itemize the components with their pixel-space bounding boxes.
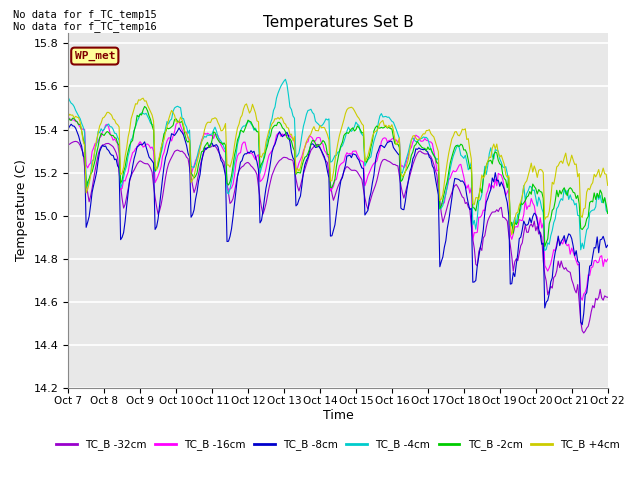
TC_B -32cm (391, 162, 399, 168)
TC_B -32cm (166, 157, 174, 163)
TC_B -16cm (164, 135, 172, 141)
Text: No data for f_TC_temp15: No data for f_TC_temp15 (13, 9, 157, 20)
TC_B -4cm (282, 76, 289, 82)
TC_B +4cm (64, 114, 72, 120)
TC_B -8cm (67, 121, 75, 127)
TC_B -32cm (403, 184, 411, 190)
TC_B -2cm (141, 104, 148, 109)
Line: TC_B -8cm: TC_B -8cm (68, 124, 608, 324)
TC_B -8cm (166, 138, 174, 144)
TC_B -8cm (579, 322, 586, 327)
TC_B -4cm (403, 154, 411, 160)
TC_B -16cm (79, 126, 87, 132)
TC_B -2cm (79, 136, 87, 142)
Line: TC_B +4cm: TC_B +4cm (68, 98, 608, 235)
Legend: TC_B -32cm, TC_B -16cm, TC_B -8cm, TC_B -4cm, TC_B -2cm, TC_B +4cm: TC_B -32cm, TC_B -16cm, TC_B -8cm, TC_B … (52, 435, 624, 455)
TC_B +4cm (604, 182, 612, 188)
TC_B +4cm (508, 232, 516, 238)
TC_B -4cm (604, 210, 612, 216)
TC_B -32cm (540, 258, 547, 264)
TC_B +4cm (541, 217, 548, 223)
TC_B -8cm (373, 151, 381, 157)
TC_B -4cm (164, 121, 172, 127)
TC_B -8cm (540, 240, 547, 246)
TC_B -16cm (538, 225, 545, 231)
TC_B -2cm (540, 195, 547, 201)
Line: TC_B -16cm: TC_B -16cm (68, 117, 608, 300)
TC_B -16cm (372, 159, 380, 165)
TC_B -32cm (604, 294, 612, 300)
TC_B -8cm (81, 155, 88, 160)
TC_B -2cm (604, 211, 612, 216)
TC_B -2cm (391, 141, 399, 146)
TC_B -4cm (541, 248, 548, 253)
Line: TC_B -2cm: TC_B -2cm (68, 107, 608, 246)
TC_B +4cm (79, 138, 87, 144)
TC_B -16cm (604, 256, 612, 262)
TC_B -32cm (64, 142, 72, 148)
TC_B -8cm (64, 126, 72, 132)
TC_B -32cm (580, 330, 588, 336)
Title: Temperatures Set B: Temperatures Set B (262, 15, 413, 30)
TC_B -2cm (403, 166, 411, 172)
Y-axis label: Temperature (C): Temperature (C) (15, 159, 28, 262)
Text: No data for f_TC_temp16: No data for f_TC_temp16 (13, 21, 157, 32)
TC_B -32cm (373, 178, 381, 183)
TC_B -2cm (166, 125, 174, 131)
TC_B -16cm (401, 163, 409, 168)
TC_B +4cm (166, 112, 174, 118)
TC_B -2cm (373, 123, 381, 129)
TC_B -8cm (391, 147, 399, 153)
TC_B -16cm (579, 297, 586, 303)
TC_B +4cm (391, 136, 399, 142)
Text: WP_met: WP_met (74, 51, 115, 61)
TC_B +4cm (373, 128, 381, 134)
Line: TC_B -32cm: TC_B -32cm (68, 142, 608, 333)
TC_B -16cm (390, 135, 397, 141)
X-axis label: Time: Time (323, 409, 353, 422)
TC_B -4cm (79, 124, 87, 130)
TC_B +4cm (140, 96, 147, 101)
TC_B -2cm (64, 114, 72, 120)
TC_B -4cm (540, 210, 547, 216)
TC_B -32cm (81, 165, 88, 170)
Line: TC_B -4cm: TC_B -4cm (68, 79, 608, 251)
TC_B -16cm (64, 114, 72, 120)
TC_B -8cm (604, 242, 612, 248)
TC_B -4cm (391, 123, 399, 129)
TC_B -4cm (373, 129, 381, 135)
TC_B -32cm (72, 139, 79, 144)
TC_B -4cm (64, 94, 72, 100)
TC_B -2cm (541, 243, 548, 249)
TC_B -8cm (403, 187, 411, 192)
TC_B +4cm (403, 162, 411, 168)
